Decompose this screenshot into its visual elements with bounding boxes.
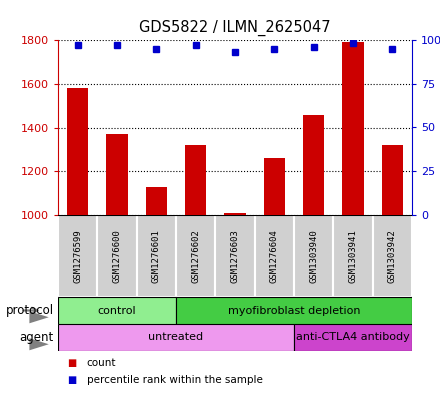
Bar (294, 215, 334, 297)
Polygon shape (29, 338, 49, 350)
Bar (381, 145, 403, 215)
Text: GSM1276604: GSM1276604 (270, 229, 279, 283)
Bar (137, 215, 176, 297)
Text: GSM1276603: GSM1276603 (231, 229, 239, 283)
Bar (342, 42, 364, 215)
Title: GDS5822 / ILMN_2625047: GDS5822 / ILMN_2625047 (139, 20, 331, 36)
Bar (58, 215, 97, 297)
Text: count: count (87, 358, 116, 368)
Text: GSM1276601: GSM1276601 (152, 229, 161, 283)
Bar (334, 215, 373, 297)
Bar (255, 215, 294, 297)
Text: percentile rank within the sample: percentile rank within the sample (87, 375, 263, 386)
Text: untreated: untreated (148, 332, 204, 343)
Text: ■: ■ (67, 358, 76, 368)
Bar (294, 324, 412, 351)
Bar (215, 215, 255, 297)
Text: anti-CTLA4 antibody: anti-CTLA4 antibody (296, 332, 410, 343)
Bar (303, 116, 324, 215)
Bar (58, 324, 294, 351)
Bar (106, 134, 128, 215)
Text: agent: agent (19, 331, 54, 344)
Bar (58, 297, 176, 324)
Bar (176, 215, 215, 297)
Bar (185, 145, 206, 215)
Bar (264, 158, 285, 215)
Text: GSM1276599: GSM1276599 (73, 229, 82, 283)
Bar (67, 88, 88, 215)
Text: protocol: protocol (5, 304, 54, 317)
Bar (176, 297, 412, 324)
Polygon shape (29, 311, 49, 323)
Text: GSM1276600: GSM1276600 (113, 229, 121, 283)
Text: myofibroblast depletion: myofibroblast depletion (228, 305, 360, 316)
Bar (224, 213, 246, 215)
Bar (97, 215, 137, 297)
Text: GSM1303941: GSM1303941 (348, 229, 358, 283)
Text: ■: ■ (67, 375, 76, 386)
Text: control: control (98, 305, 136, 316)
Bar (146, 187, 167, 215)
Text: GSM1303940: GSM1303940 (309, 229, 318, 283)
Bar (373, 215, 412, 297)
Text: GSM1276602: GSM1276602 (191, 229, 200, 283)
Text: GSM1303942: GSM1303942 (388, 229, 397, 283)
